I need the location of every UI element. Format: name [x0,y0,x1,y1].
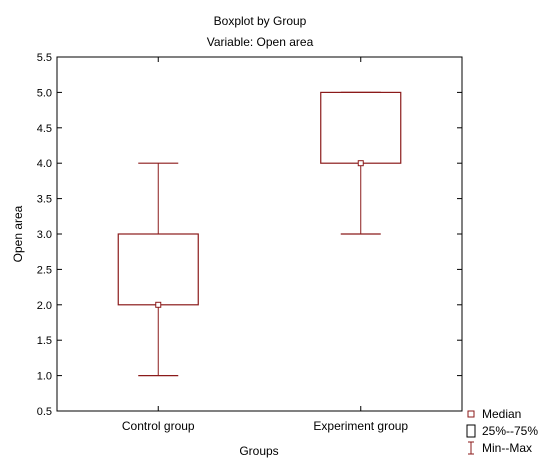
median-marker [357,160,364,167]
legend-median-symbol [467,410,475,418]
chart-subtitle: Variable: Open area [207,35,314,49]
y-tick-label: 4.0 [37,158,52,170]
y-tick-label: 2.5 [37,264,52,276]
legend: Median 25%--75% Min--Max [466,407,538,455]
boxes [117,91,402,377]
legend-label: Median [482,407,521,421]
y-tick-label: 2.0 [37,300,52,312]
median-marker [155,301,162,308]
box-iqr [117,233,199,306]
x-tick-label: Experiment group [313,419,408,433]
legend-label: 25%--75% [482,424,538,438]
x-axis-label: Groups [239,444,278,458]
y-tick-label: 3.5 [37,194,52,206]
y-tick-label: 5.5 [37,52,52,64]
y-tick-label: 3.0 [37,229,52,241]
y-tick-label: 4.5 [37,123,52,135]
legend-box-symbol [466,424,476,438]
y-tick-label: 1.0 [37,371,52,383]
y-axis: 0.5 1.0 1.5 2.0 2.5 3.0 3.5 4.0 4.5 5.0 5.5 [37,52,462,418]
chart-title: Boxplot by Group [214,14,307,28]
y-axis-label: Open area [11,205,25,262]
x-axis: Control group Experiment group [122,57,408,433]
y-tick-label: 1.5 [37,335,52,347]
y-tick-label: 5.0 [37,87,52,99]
x-tick-label: Control group [122,419,195,433]
box-iqr [320,91,402,164]
legend-label: Min--Max [482,441,532,455]
y-tick-label: 0.5 [37,406,52,418]
